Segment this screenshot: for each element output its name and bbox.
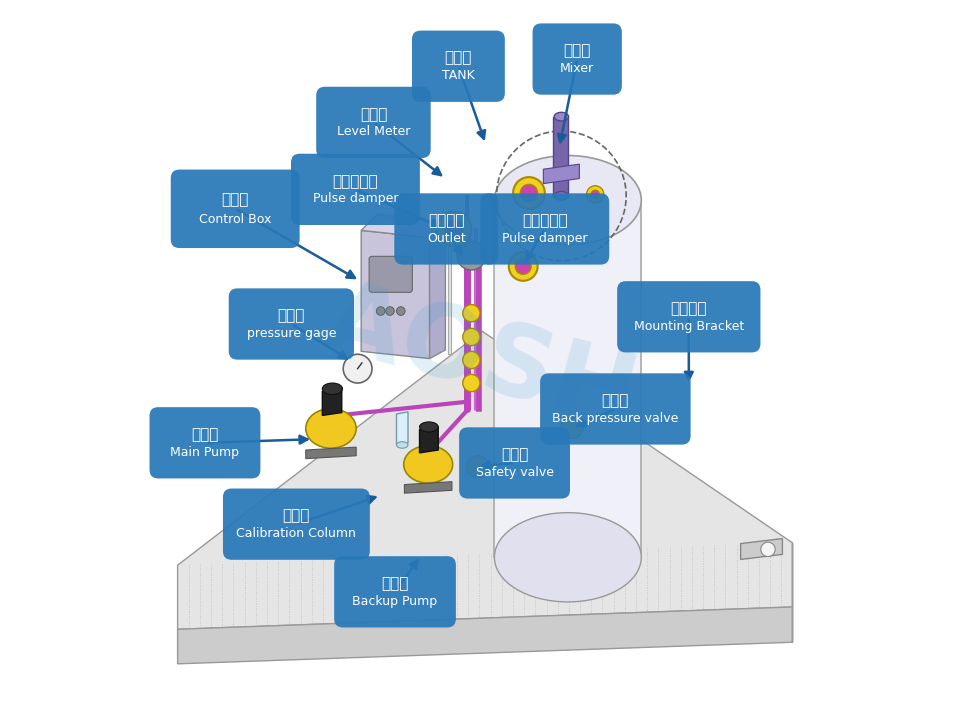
FancyBboxPatch shape [150,408,260,478]
Text: Main Pump: Main Pump [171,446,239,459]
Circle shape [590,190,599,199]
Text: 标定柱: 标定柱 [282,508,310,523]
FancyBboxPatch shape [395,194,498,265]
Polygon shape [396,412,408,445]
Polygon shape [361,215,445,238]
Circle shape [513,177,544,209]
Text: Safety valve: Safety valve [475,466,554,479]
Text: 脉冲阻尼器: 脉冲阻尼器 [522,213,567,228]
Polygon shape [494,200,641,557]
FancyBboxPatch shape [223,489,370,560]
Circle shape [376,307,385,315]
Circle shape [467,456,489,477]
Text: 搞拌机: 搞拌机 [564,43,591,58]
Ellipse shape [323,383,343,395]
Text: 安装支架: 安装支架 [670,301,708,316]
Text: pressure gage: pressure gage [247,327,336,340]
Text: Mounting Bracket: Mounting Bracket [634,320,744,333]
Polygon shape [420,427,438,453]
Polygon shape [306,447,356,459]
Text: 液位件: 液位件 [360,107,387,122]
Text: 加药出口: 加药出口 [428,213,465,228]
Text: 备用泵: 备用泵 [381,576,409,591]
Text: 储药箱: 储药箱 [444,50,472,66]
Polygon shape [323,389,342,415]
Circle shape [463,305,480,322]
FancyBboxPatch shape [228,289,354,360]
Text: Pulse damper: Pulse damper [313,192,398,205]
FancyBboxPatch shape [291,154,420,225]
Ellipse shape [494,513,641,602]
Text: Backup Pump: Backup Pump [352,595,438,608]
Polygon shape [361,230,430,359]
Text: 主用泵: 主用泵 [191,427,219,442]
Text: AOSH: AOSH [314,272,646,448]
Circle shape [386,307,395,315]
Text: Outlet: Outlet [427,232,466,245]
Circle shape [587,186,604,203]
Circle shape [396,307,405,315]
Ellipse shape [403,446,453,483]
FancyBboxPatch shape [540,374,690,444]
Circle shape [463,374,480,392]
Polygon shape [740,539,782,559]
FancyBboxPatch shape [480,194,610,265]
Circle shape [344,354,372,383]
Circle shape [457,241,486,270]
Polygon shape [543,164,579,184]
Circle shape [444,220,464,238]
Text: 脉冲阻尼器: 脉冲阻尼器 [332,174,378,189]
Ellipse shape [306,409,356,448]
Text: 安全阀: 安全阀 [501,447,528,462]
Circle shape [520,184,538,202]
Circle shape [760,542,775,557]
FancyBboxPatch shape [316,87,431,158]
FancyBboxPatch shape [369,256,413,292]
Text: 背压阀: 背压阀 [602,393,629,408]
Text: 控制筱: 控制筱 [222,192,249,207]
Circle shape [509,252,538,281]
Ellipse shape [420,422,438,432]
Circle shape [463,351,480,369]
Text: Pulse damper: Pulse damper [502,232,588,245]
Text: Calibration Column: Calibration Column [236,527,356,540]
Circle shape [516,258,531,274]
FancyBboxPatch shape [533,24,622,95]
FancyBboxPatch shape [617,282,760,353]
Text: Mixer: Mixer [560,62,594,75]
Polygon shape [178,607,792,664]
Polygon shape [178,331,792,629]
Text: Level Meter: Level Meter [337,125,410,138]
FancyBboxPatch shape [412,31,505,102]
Ellipse shape [554,112,568,121]
FancyBboxPatch shape [171,170,300,248]
Polygon shape [553,117,567,196]
Text: Control Box: Control Box [199,213,272,226]
Polygon shape [404,482,452,493]
Polygon shape [430,222,445,359]
Text: 压力表: 压力表 [277,308,305,323]
FancyBboxPatch shape [334,557,456,628]
Ellipse shape [554,192,568,200]
FancyBboxPatch shape [459,428,570,498]
Circle shape [463,328,480,346]
Ellipse shape [494,156,641,245]
Circle shape [437,212,471,246]
Text: Back pressure valve: Back pressure valve [552,412,679,425]
Text: TANK: TANK [442,69,475,82]
Circle shape [562,417,583,438]
Ellipse shape [396,442,408,448]
